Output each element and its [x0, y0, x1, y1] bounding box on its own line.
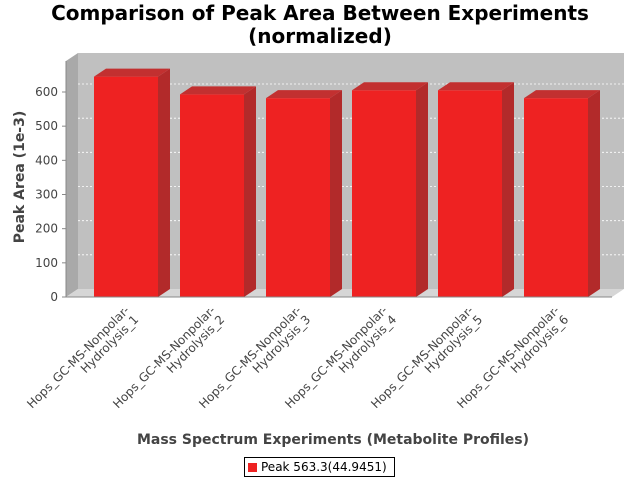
- bar-front: [94, 76, 158, 297]
- bar: [352, 82, 428, 298]
- bar: [266, 90, 342, 298]
- bar-top: [180, 86, 256, 95]
- bar: [180, 86, 256, 298]
- bar-side: [416, 82, 428, 298]
- y-tick-label: 400: [35, 153, 58, 167]
- bar-side: [244, 86, 256, 298]
- bar-side: [158, 68, 170, 297]
- bar: [94, 68, 170, 297]
- bar-front: [438, 90, 502, 298]
- y-tick-label: 500: [35, 119, 58, 133]
- bar-side: [330, 90, 342, 298]
- chart-title: Comparison of Peak Area Between Experime…: [0, 2, 640, 48]
- bar: [524, 90, 600, 298]
- legend-swatch: [248, 462, 257, 472]
- bar-side: [502, 82, 514, 298]
- bar-front: [266, 98, 330, 298]
- legend-label: Peak 563.3(44.9451): [261, 460, 387, 474]
- bar-top: [438, 82, 514, 91]
- bar-front: [180, 94, 244, 298]
- bar-side: [588, 90, 600, 298]
- bar-front: [352, 90, 416, 298]
- bar-top: [352, 82, 428, 91]
- y-tick-label: 100: [35, 256, 58, 270]
- x-axis-label: Mass Spectrum Experiments (Metabolite Pr…: [136, 432, 530, 448]
- chart-title-line: Comparison of Peak Area Between Experime…: [51, 1, 589, 25]
- y-tick-label: 600: [35, 85, 58, 99]
- y-tick-label: 300: [35, 188, 58, 202]
- chart-subtitle-line: (normalized): [248, 24, 392, 48]
- gridlines: [78, 83, 624, 256]
- y-tick-label: 0: [50, 290, 58, 304]
- x-axis: Hops_GC-MS-Nonpolar-Hydrolysis_1Hops_GC-…: [24, 296, 612, 411]
- y-axis: 0 100 200 300 400 500 600: [35, 61, 67, 304]
- bar-top: [266, 90, 342, 99]
- bar-top: [524, 90, 600, 99]
- bar-top: [94, 68, 170, 77]
- legend: Peak 563.3(44.9451): [244, 457, 395, 477]
- plot-side-wall: [66, 53, 78, 297]
- y-tick-label: 200: [35, 222, 58, 236]
- bars: [94, 68, 600, 298]
- bar-front: [524, 98, 588, 298]
- bar: [438, 82, 514, 298]
- y-axis-label: Peak Area (1e-3): [12, 111, 28, 244]
